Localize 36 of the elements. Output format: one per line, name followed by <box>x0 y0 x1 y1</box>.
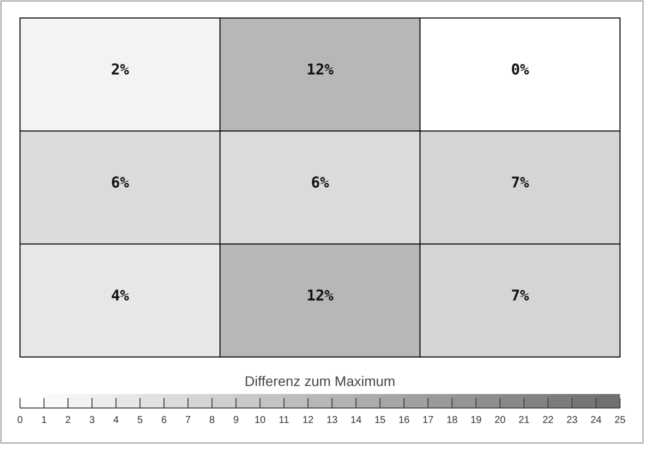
color-bar-label: 1 <box>41 415 48 426</box>
color-bar-label: 23 <box>566 415 578 426</box>
data-label: 0% <box>510 60 530 79</box>
color-bar-label: 21 <box>518 415 530 426</box>
data-label: 6% <box>110 174 130 192</box>
color-bar-label: 11 <box>278 415 290 426</box>
color-bar-title: Differenz zum Maximum <box>244 373 396 389</box>
color-bar-label: 24 <box>590 415 602 426</box>
color-bar-label: 10 <box>254 415 266 426</box>
data-label: 2% <box>110 60 130 79</box>
color-bar-label: 2 <box>65 415 72 426</box>
color-bar-label: 14 <box>350 415 362 426</box>
color-bar-label: 22 <box>542 415 554 426</box>
color-bar-label: 0 <box>17 415 24 426</box>
color-bar-label: 17 <box>422 415 434 426</box>
data-label: 12% <box>306 286 334 305</box>
data-label: 7% <box>510 286 530 305</box>
color-bar-label: 3 <box>89 415 96 426</box>
data-label: 4% <box>110 286 130 305</box>
color-bar-label: 15 <box>374 415 386 426</box>
color-bar-label: 16 <box>398 415 410 426</box>
color-bar-label: 12 <box>302 415 314 426</box>
color-bar-label: 25 <box>614 415 626 426</box>
color-bar-label: 4 <box>113 415 120 426</box>
data-label: 7% <box>510 174 530 192</box>
data-label: 12% <box>306 60 334 79</box>
color-bar-label: 20 <box>494 415 506 426</box>
color-bar-label: 8 <box>209 415 216 426</box>
data-label: 6% <box>310 174 330 192</box>
color-bar-label: 13 <box>326 415 338 426</box>
color-bar-label: 9 <box>233 415 240 426</box>
color-bar-label: 7 <box>185 415 192 426</box>
color-bar-label: 5 <box>137 415 144 426</box>
color-bar-label: 19 <box>470 415 482 426</box>
color-bar-label: 6 <box>161 415 168 426</box>
color-bar-label: 18 <box>446 415 458 426</box>
